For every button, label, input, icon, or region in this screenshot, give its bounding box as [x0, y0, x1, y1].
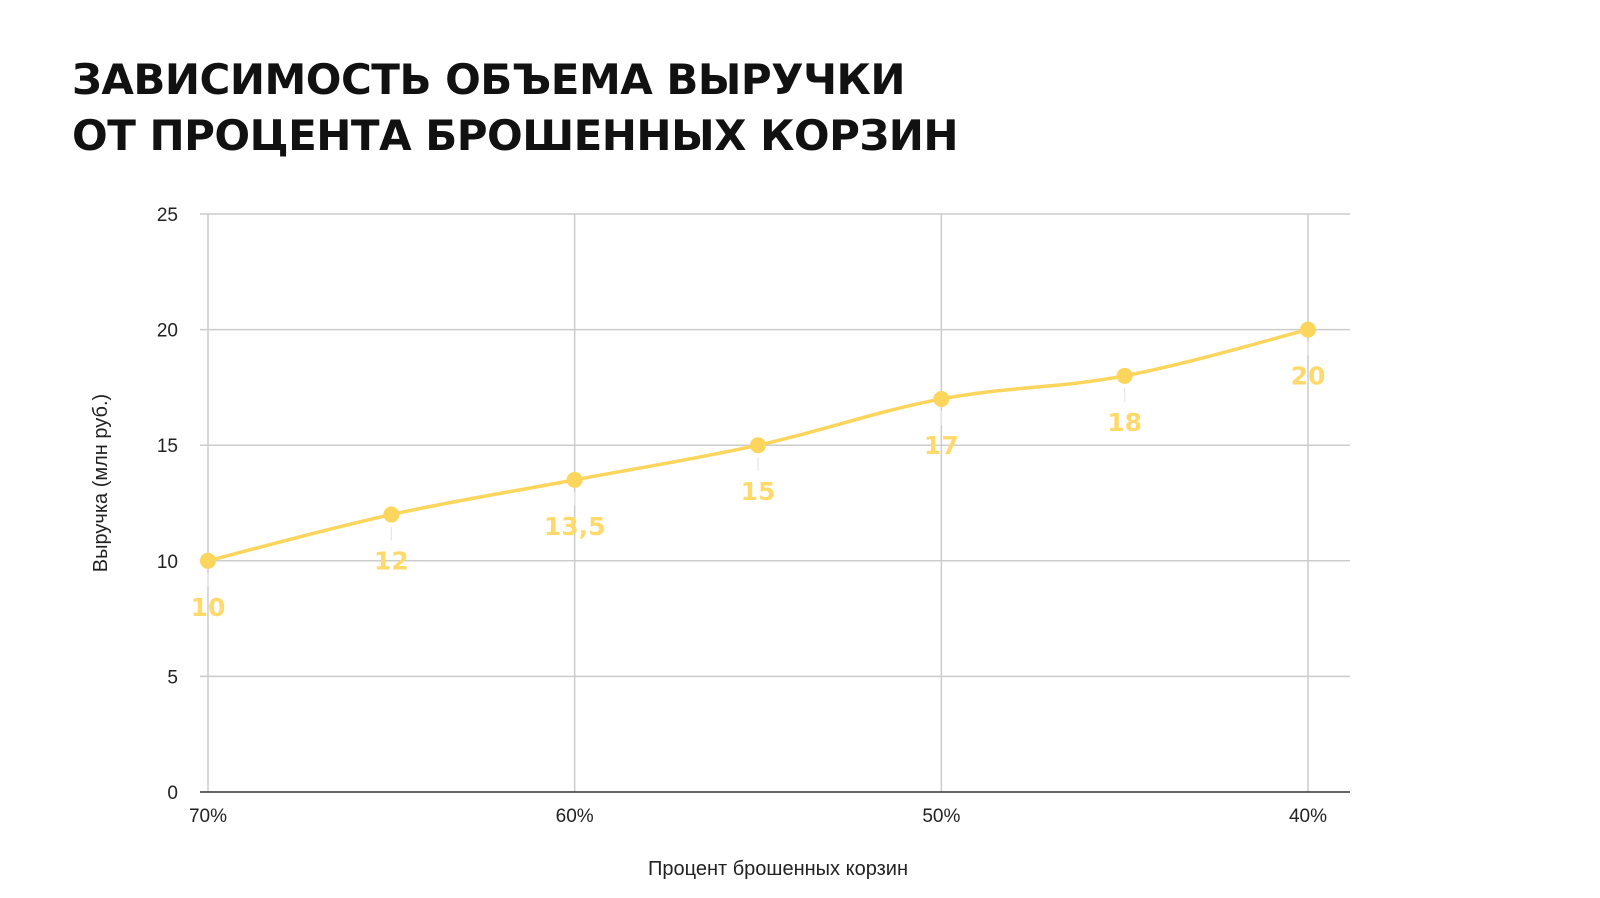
- y-tick-label: 10: [157, 552, 178, 573]
- data-label: 17: [924, 431, 959, 460]
- x-tick-label: 40%: [1289, 806, 1327, 827]
- y-tick-label: 25: [157, 205, 178, 226]
- data-label: 12: [374, 547, 409, 576]
- data-point: [566, 471, 583, 488]
- data-label: 10: [191, 593, 226, 622]
- data-label: 20: [1291, 362, 1326, 391]
- data-point: [200, 552, 216, 569]
- data-point: [1300, 321, 1316, 338]
- data-label: 15: [741, 477, 776, 506]
- title-line-2: ОТ ПРОЦЕНТА БРОШЕННЫХ КОРЗИН: [72, 111, 959, 160]
- data-labels: 10 12 13,5 15 17 18 20: [191, 341, 1326, 622]
- axes: 0 5 10 15 20 25 70% 60% 50% 40%: [157, 205, 1350, 827]
- y-tick-label: 5: [167, 667, 178, 688]
- y-axis-title: Выручка (млн руб.): [90, 394, 112, 572]
- data-label: 18: [1107, 408, 1142, 437]
- page-title: ЗАВИСИМОСТЬ ОБЪЕМА ВЫРУЧКИ ОТ ПРОЦЕНТА Б…: [72, 52, 959, 164]
- data-label: 13,5: [544, 512, 606, 541]
- y-tick-label: 20: [157, 321, 178, 342]
- y-tick-label: 0: [167, 783, 178, 804]
- data-point: [1116, 367, 1133, 384]
- x-tick-label: 50%: [922, 806, 960, 827]
- x-axis-title: Процент брошенных корзин: [648, 858, 908, 880]
- data-point: [750, 437, 766, 454]
- series: [200, 321, 1316, 569]
- data-point: [383, 506, 400, 523]
- x-tick-label: 70%: [189, 806, 227, 827]
- title-line-1: ЗАВИСИМОСТЬ ОБЪЕМА ВЫРУЧКИ: [72, 55, 906, 104]
- y-tick-label: 15: [157, 436, 178, 457]
- data-point: [933, 390, 950, 407]
- x-tick-label: 60%: [556, 806, 594, 827]
